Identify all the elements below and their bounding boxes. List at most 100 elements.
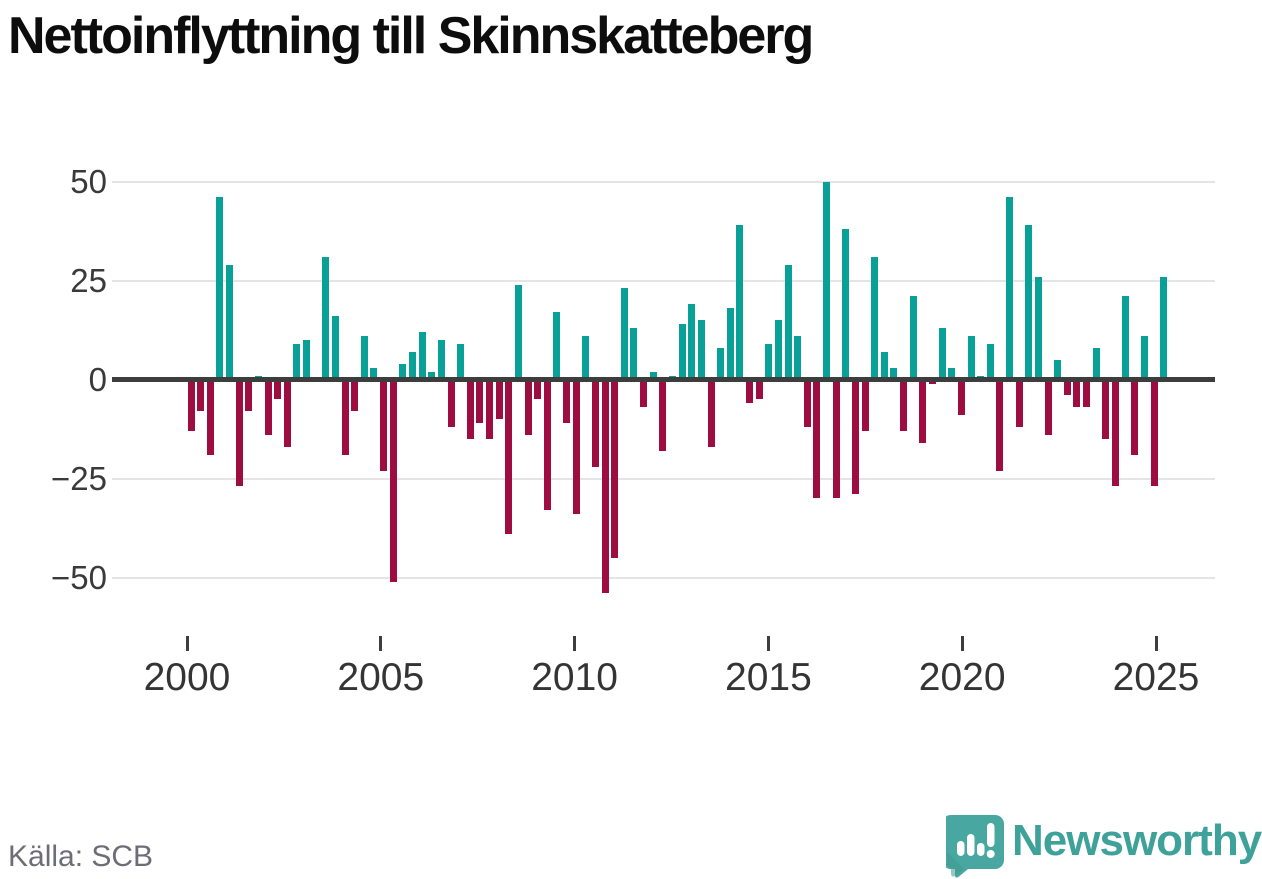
bar <box>370 367 378 380</box>
bar <box>659 379 667 451</box>
newsworthy-wordmark: Newsworthy <box>1012 816 1262 865</box>
bar <box>957 379 965 416</box>
x-axis-tick <box>573 636 577 651</box>
x-axis-label: 2015 <box>725 656 812 699</box>
logo-bar-3 <box>977 843 985 856</box>
x-axis-tick <box>766 636 770 651</box>
bar <box>774 320 782 380</box>
bar <box>717 347 725 380</box>
bar <box>408 351 416 380</box>
bar <box>803 379 811 427</box>
x-axis-label: 2000 <box>143 656 231 699</box>
logo-bar-1 <box>957 841 965 856</box>
y-axis-label: −25 <box>51 459 107 497</box>
bar <box>1034 276 1042 380</box>
gridline <box>112 477 1215 480</box>
y-axis-label: 0 <box>88 360 107 398</box>
bar <box>1102 379 1110 439</box>
bar <box>967 335 975 380</box>
bar <box>418 332 426 380</box>
page-title: Nettoinflyttning till Skinnskatteberg <box>8 7 814 65</box>
bar <box>524 379 532 435</box>
bar <box>341 379 349 455</box>
y-axis-label: −50 <box>51 558 107 596</box>
bar <box>1006 197 1014 380</box>
bar <box>514 284 522 380</box>
bar <box>293 343 301 380</box>
bar <box>1025 225 1033 380</box>
bar <box>697 320 705 380</box>
bar <box>871 256 879 380</box>
y-axis-label: 25 <box>70 261 107 299</box>
zero-axis-line <box>112 377 1215 382</box>
bar <box>331 316 339 380</box>
bar <box>707 379 715 447</box>
bar <box>938 328 946 380</box>
bar <box>476 379 484 424</box>
y-axis-label: 50 <box>70 162 107 200</box>
bar <box>187 379 195 431</box>
bar <box>620 288 628 380</box>
bar <box>543 379 551 511</box>
bar <box>948 367 956 380</box>
bar <box>447 379 455 427</box>
logo-bar-2 <box>967 834 975 856</box>
newsworthy-logo: Newsworthy <box>944 812 1262 878</box>
bar <box>1160 276 1168 380</box>
bar <box>1083 379 1091 408</box>
bar <box>457 343 465 380</box>
bar <box>736 225 744 380</box>
bar <box>986 343 994 380</box>
bar <box>1150 379 1158 487</box>
logo-exclamation-bar <box>987 823 995 847</box>
bar <box>264 379 272 435</box>
bar <box>380 379 388 471</box>
bar <box>351 379 359 412</box>
bar <box>726 308 734 380</box>
bar <box>1063 379 1071 396</box>
bar <box>582 335 590 380</box>
bar <box>1131 379 1139 455</box>
bar <box>303 339 311 380</box>
bar <box>861 379 869 431</box>
bar <box>322 256 330 380</box>
bar <box>428 371 436 380</box>
bar <box>813 379 821 499</box>
newsworthy-logo-icon <box>946 815 1004 878</box>
x-axis-tick <box>379 636 383 651</box>
bar <box>1054 359 1062 380</box>
bar <box>1140 335 1148 380</box>
bar <box>399 363 407 380</box>
bar <box>851 379 859 495</box>
bar <box>437 339 445 380</box>
logo-exclamation-dot <box>986 850 995 858</box>
gridline <box>112 279 1215 282</box>
bar <box>1015 379 1023 427</box>
x-axis-label: 2010 <box>531 656 618 699</box>
bar <box>572 379 580 515</box>
bar <box>611 379 619 558</box>
speech-bubble-tail-shade <box>947 852 964 877</box>
bar <box>640 379 648 408</box>
bar <box>197 379 205 412</box>
bar <box>466 379 474 439</box>
bar <box>601 379 609 594</box>
bar <box>823 181 831 380</box>
bar <box>591 379 599 467</box>
bar <box>765 343 773 380</box>
bar <box>206 379 214 455</box>
bar <box>1111 379 1119 487</box>
bar <box>389 379 397 582</box>
x-axis-label: 2020 <box>918 656 1006 699</box>
bar <box>1121 296 1129 380</box>
bar <box>794 335 802 380</box>
bar <box>283 379 291 447</box>
x-axis-tick <box>1154 636 1158 651</box>
bar <box>630 328 638 380</box>
bar <box>534 379 542 400</box>
x-axis-label: 2025 <box>1112 656 1200 699</box>
bar <box>486 379 494 439</box>
bar <box>688 304 696 380</box>
bar <box>1044 379 1052 435</box>
bar <box>900 379 908 431</box>
